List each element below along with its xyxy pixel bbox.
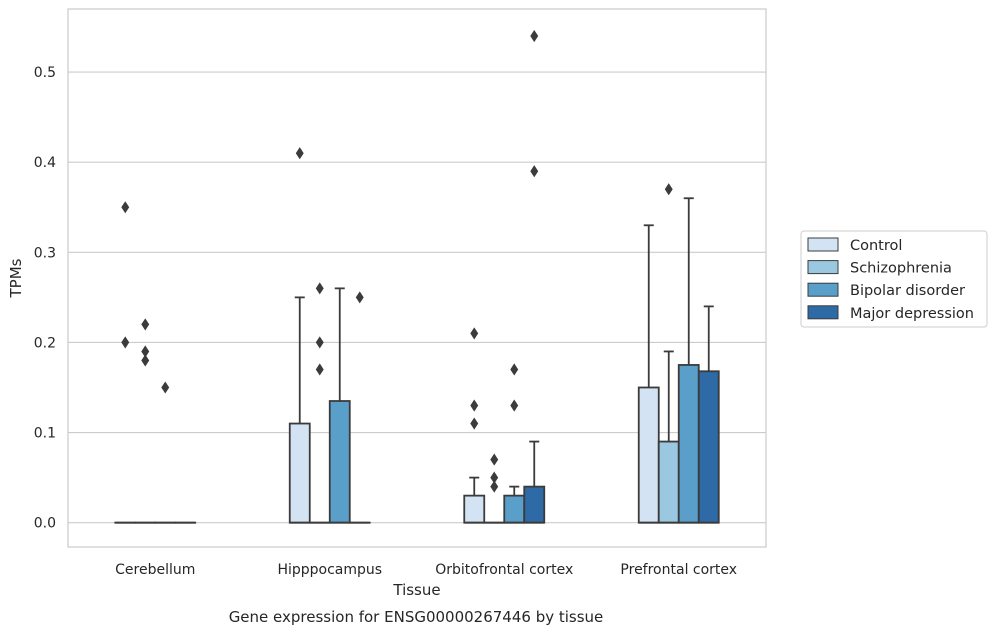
box-rect xyxy=(697,370,720,524)
outlier-point xyxy=(141,354,150,367)
y-tick-label: 0.1 xyxy=(34,426,56,442)
y-tick-label: 0.4 xyxy=(34,155,56,171)
legend-label: Bipolar disorder xyxy=(850,283,965,299)
y-tick-label: 0.2 xyxy=(34,335,56,351)
legend: Control Schizophrenia Bipolar disorder Majo… xyxy=(800,230,988,328)
box-control xyxy=(637,224,660,524)
box-major-depression xyxy=(348,291,371,524)
box-bipolar-disorder xyxy=(154,381,177,524)
x-tick-label: Orbitofrontal cortex xyxy=(435,562,573,578)
outlier-point xyxy=(510,399,519,412)
x-tick-label: Cerebellum xyxy=(115,562,195,578)
legend-frame xyxy=(800,230,988,328)
box-bipolar-disorder xyxy=(503,363,526,524)
box-rect xyxy=(523,485,546,524)
box-schizophrenia xyxy=(134,318,157,524)
legend-swatch xyxy=(807,305,839,320)
box-rect xyxy=(463,494,486,524)
legend-swatch xyxy=(807,282,839,297)
box-schizophrenia xyxy=(657,183,680,524)
legend-label: Major depression xyxy=(850,306,974,322)
y-tick-label: 0.3 xyxy=(34,245,56,261)
plot-frame xyxy=(67,8,767,548)
outlier-point xyxy=(355,291,364,304)
outlier-point xyxy=(664,183,673,196)
box-control xyxy=(114,201,137,524)
box-control xyxy=(463,327,486,524)
box-schizophrenia xyxy=(308,282,331,524)
box-major-depression xyxy=(523,29,546,524)
outlier-point xyxy=(121,201,130,214)
outlier-point xyxy=(470,417,479,430)
box-rect xyxy=(637,386,660,524)
outlier-point xyxy=(510,363,519,376)
outlier-point xyxy=(490,453,499,466)
outlier-point xyxy=(530,29,539,43)
outlier-point xyxy=(470,399,479,412)
outlier-point xyxy=(470,327,479,340)
outlier-point xyxy=(141,318,150,331)
box-bipolar-disorder xyxy=(677,197,700,524)
y-tick-label: 0.0 xyxy=(34,516,56,532)
x-tick-label: Prefrontal cortex xyxy=(620,562,737,578)
outlier-point xyxy=(121,336,130,349)
x-axis-ticks: Cerebellum Hipppocampus Orbitofrontal cort… xyxy=(115,562,737,578)
outlier-point xyxy=(295,147,304,160)
x-axis-label: Tissue xyxy=(392,581,440,599)
legend-label: Control xyxy=(850,238,902,254)
legend-swatch xyxy=(807,260,839,275)
outlier-point xyxy=(161,381,170,394)
outlier-point xyxy=(315,336,324,349)
legend-swatch xyxy=(807,237,839,252)
box-major-depression xyxy=(697,305,720,524)
box-rect xyxy=(677,364,700,524)
y-axis-label: TPMs xyxy=(7,258,25,298)
x-tick-label: Hipppocampus xyxy=(277,562,382,578)
box-rect xyxy=(503,494,526,524)
box-rect xyxy=(657,440,680,524)
box-bipolar-disorder xyxy=(328,287,351,524)
box-rect xyxy=(288,422,311,524)
box-control xyxy=(288,147,311,524)
figure-caption: Gene expression for ENSG00000267446 by t… xyxy=(229,608,604,626)
outlier-point xyxy=(315,282,324,295)
outlier-point xyxy=(315,363,324,376)
box-plot-series xyxy=(114,29,720,524)
legend-label: Schizophrenia xyxy=(850,261,952,277)
box-schizophrenia xyxy=(483,453,506,524)
box-rect xyxy=(328,400,351,524)
y-tick-label: 0.5 xyxy=(34,65,56,81)
outlier-point xyxy=(490,480,499,493)
outlier-point xyxy=(530,165,539,178)
y-axis-ticks: 0.0 0.1 0.2 0.3 0.4 0.5 xyxy=(34,65,56,532)
